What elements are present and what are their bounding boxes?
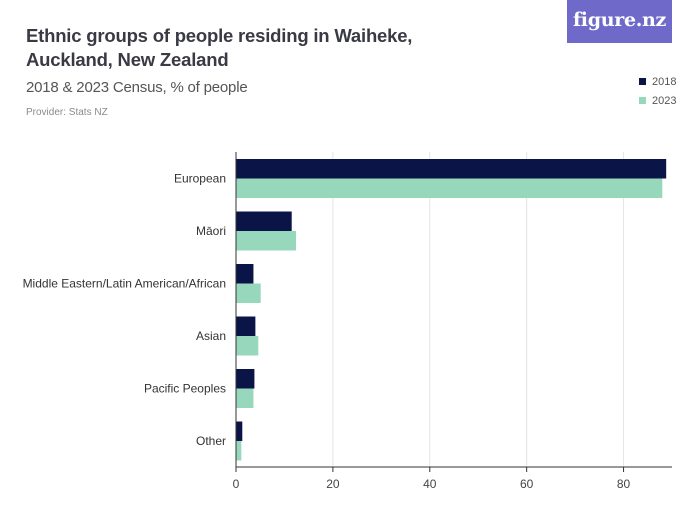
x-tick-label-20: 20: [326, 477, 340, 491]
legend-swatch-2018: [639, 78, 646, 85]
x-tick-label-0: 0: [233, 477, 240, 491]
x-tick-label-60: 60: [520, 477, 534, 491]
bar-2018-4: [236, 369, 255, 389]
category-label-5: Other: [196, 434, 226, 448]
bar-2018-1: [236, 211, 292, 231]
legend-swatch-2023: [639, 97, 646, 104]
x-tick-label-80: 80: [617, 477, 631, 491]
category-label-1: Māori: [196, 224, 226, 238]
bar-2018-2: [236, 264, 254, 284]
data-provider: Provider: Stats NZ: [26, 107, 108, 118]
category-label-0: European: [174, 172, 226, 186]
bar-2018-3: [236, 316, 256, 336]
bar-2018-0: [236, 159, 667, 179]
bar-2018-5: [236, 421, 243, 441]
bar-2023-5: [236, 441, 242, 461]
category-label-3: Asian: [196, 329, 226, 343]
bar-2023-4: [236, 388, 254, 408]
category-label-2: Middle Eastern/Latin American/African: [23, 277, 226, 291]
legend-item-2023: 2023: [639, 91, 676, 110]
x-tick-label-40: 40: [423, 477, 437, 491]
bar-2023-1: [236, 231, 297, 251]
chart-title: Ethnic groups of people residing in Waih…: [26, 25, 413, 70]
bar-2023-0: [236, 178, 663, 198]
chart-subtitle: 2018 & 2023 Census, % of people: [26, 79, 248, 96]
legend-item-2018: 2018: [639, 72, 676, 91]
category-label-4: Pacific Peoples: [144, 382, 226, 396]
figure-nz-logo[interactable]: figure.nz: [567, 0, 672, 43]
legend-label-2018: 2018: [652, 75, 677, 88]
legend-label-2023: 2023: [652, 94, 677, 107]
bar-2023-3: [236, 336, 259, 356]
chart-legend: 2018 2023: [639, 72, 676, 110]
bar-2023-2: [236, 283, 261, 303]
